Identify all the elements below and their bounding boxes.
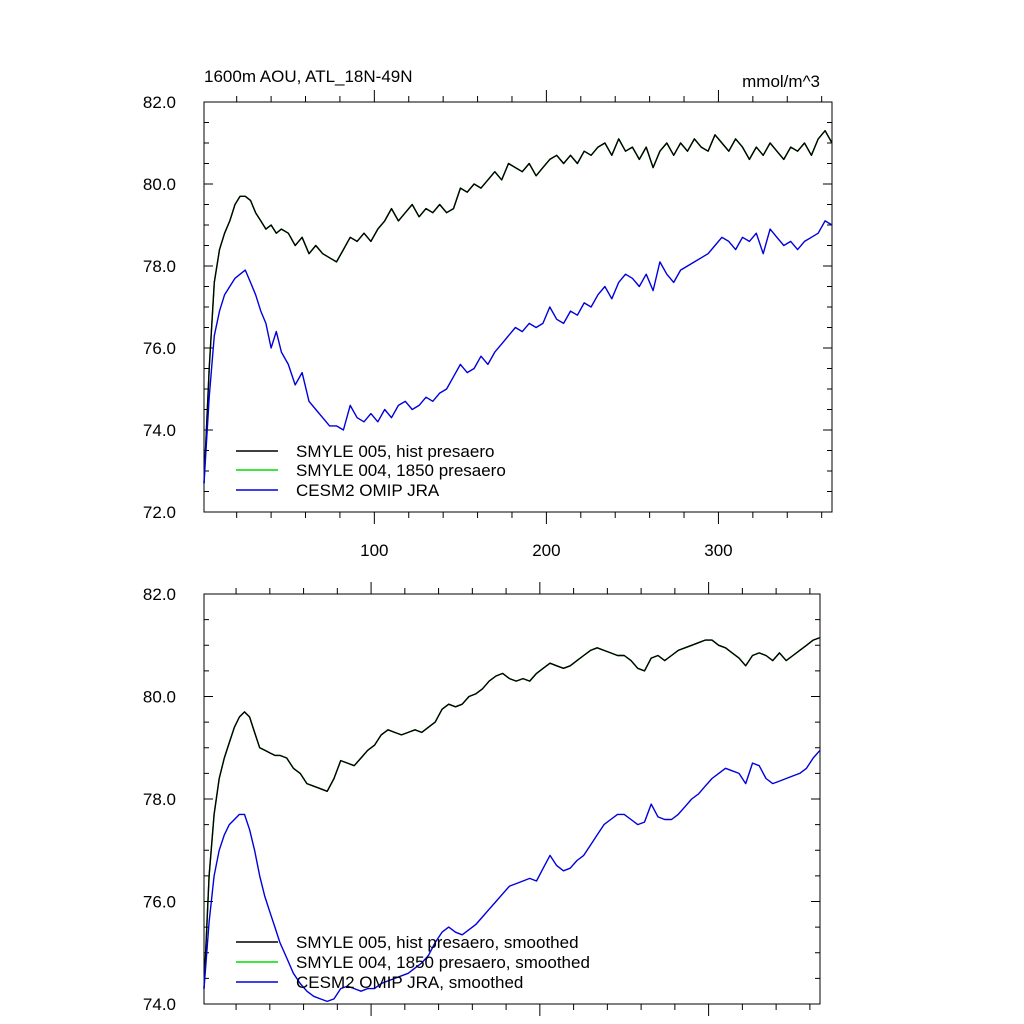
bottom-y-tick-label: 74.0 bbox=[143, 995, 176, 1014]
bottom-y-tick-label: 78.0 bbox=[143, 790, 176, 809]
top-y-tick-label: 78.0 bbox=[143, 257, 176, 276]
bottom-series-line-0 bbox=[203, 636, 821, 989]
top-y-tick-label: 80.0 bbox=[143, 175, 176, 194]
bottom-legend: SMYLE 005, hist presaero, smoothed SMYLE… bbox=[236, 933, 590, 992]
top-x-tick-label: 200 bbox=[532, 541, 560, 560]
legend-label-smyle005-smoothed: SMYLE 005, hist presaero, smoothed bbox=[296, 933, 579, 952]
top-y-tick-label: 82.0 bbox=[143, 93, 176, 112]
top-y-tick-label: 72.0 bbox=[143, 503, 176, 522]
top-legend: SMYLE 005, hist presaero SMYLE 004, 1850… bbox=[236, 442, 506, 500]
top-series-line-0 bbox=[203, 129, 833, 484]
chart-title: 1600m AOU, ATL_18N-49N bbox=[204, 67, 413, 86]
legend-label-smyle004-smoothed: SMYLE 004, 1850 presaero, smoothed bbox=[296, 953, 590, 972]
legend-label-smyle004: SMYLE 004, 1850 presaero bbox=[296, 461, 506, 480]
bottom-y-tick-label: 76.0 bbox=[143, 893, 176, 912]
legend-label-cesm2: CESM2 OMIP JRA bbox=[296, 481, 440, 500]
legend-label-smyle005: SMYLE 005, hist presaero bbox=[296, 442, 494, 461]
top-y-tick-label: 76.0 bbox=[143, 339, 176, 358]
top-x-tick-label: 300 bbox=[704, 541, 732, 560]
units-label: mmol/m^3 bbox=[742, 72, 820, 91]
bottom-y-tick-label: 82.0 bbox=[143, 585, 176, 604]
bottom-panel: 74.0 76.0 78.0 80.0 82.0 SMYLE 005, hist pre… bbox=[143, 582, 821, 1016]
bottom-series-lines bbox=[203, 636, 821, 1003]
top-panel: 1600m AOU, ATL_18N-49N mmol/m^3 72.0 74.0… bbox=[143, 67, 833, 560]
bottom-axis-ticks: 74.0 76.0 78.0 80.0 82.0 bbox=[143, 582, 820, 1016]
top-y-tick-label: 74.0 bbox=[143, 421, 176, 440]
top-axis-ticks: 72.0 74.0 76.0 78.0 80.0 82.0 100 200 300 bbox=[143, 90, 832, 560]
bottom-series-line-2 bbox=[203, 749, 821, 1003]
top-series-lines bbox=[203, 129, 833, 484]
top-series-line-2 bbox=[203, 220, 833, 484]
legend-label-cesm2-smoothed: CESM2 OMIP JRA, smoothed bbox=[296, 973, 523, 992]
top-series-line-1 bbox=[203, 129, 833, 484]
top-x-tick-label: 100 bbox=[360, 541, 388, 560]
bottom-y-tick-label: 80.0 bbox=[143, 688, 176, 707]
